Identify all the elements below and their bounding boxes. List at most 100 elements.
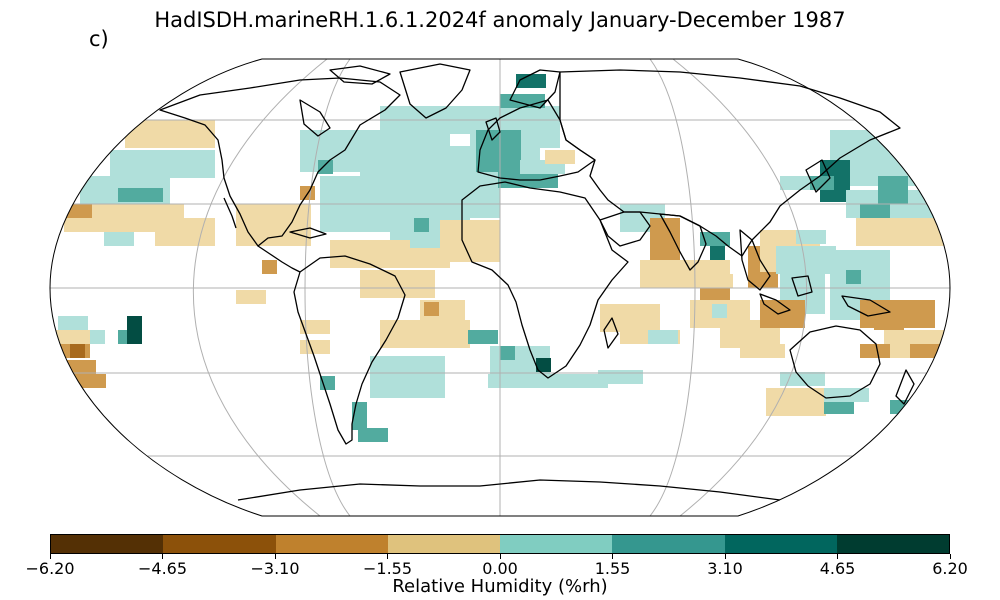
anomaly-cell [856, 232, 871, 246]
anomaly-cell [578, 374, 593, 388]
anomaly-cell [525, 146, 540, 160]
coast-new-guinea [841, 295, 891, 317]
anomaly-cell [810, 372, 825, 386]
anomaly-cell [824, 400, 839, 414]
anomaly-cell [485, 234, 500, 248]
anomaly-cell [300, 340, 315, 354]
anomaly-cell [795, 272, 810, 286]
anomaly-cell [415, 356, 430, 370]
anomaly-cell [846, 204, 861, 218]
anomaly-cell [860, 204, 875, 218]
anomaly-cell [81, 360, 96, 374]
anomaly-cell [410, 190, 425, 204]
anomaly-cell [748, 260, 763, 274]
anomaly-cell [400, 356, 415, 370]
anomaly-cell [430, 356, 445, 370]
anomaly-cell [251, 290, 266, 304]
anomaly-cell [110, 176, 125, 190]
anomaly-cell [665, 246, 680, 260]
anomaly-cell [365, 190, 380, 204]
anomaly-cell [155, 134, 170, 148]
anomaly-cell [500, 346, 515, 360]
coast-arctic-islands [329, 65, 391, 85]
anomaly-cell [140, 164, 155, 178]
anomaly-cell [620, 218, 635, 232]
anomaly-cell [470, 106, 485, 120]
anomaly-cell [690, 300, 705, 314]
anomaly-cell [155, 176, 170, 190]
anomaly-cell [806, 260, 821, 274]
coast-north-america [159, 77, 401, 247]
anomaly-cell [455, 176, 470, 190]
anomaly-cell [615, 304, 630, 318]
anomaly-cell [920, 172, 935, 186]
anomaly-cell [796, 402, 811, 416]
anomaly-cell [470, 204, 485, 218]
anomaly-cell [910, 344, 925, 358]
anomaly-cell [905, 144, 920, 158]
chart-title: HadISDH.marineRH.1.6.1.2024f anomaly Jan… [154, 8, 846, 32]
anomaly-cell [845, 250, 860, 264]
anomaly-cell [118, 188, 133, 202]
coast-india [659, 213, 707, 271]
anomaly-cell [64, 218, 79, 232]
anomaly-cell [901, 232, 916, 246]
anomaly-cell [860, 144, 875, 158]
anomaly-cell [335, 176, 350, 190]
anomaly-cell [440, 334, 455, 348]
anomaly-cell [548, 374, 563, 388]
anomaly-cell [155, 120, 170, 134]
anomaly-cell [440, 320, 455, 334]
anomaly-cell [320, 204, 335, 218]
anomaly-cell [155, 218, 170, 232]
anomaly-cell [395, 334, 410, 348]
anomaly-cell [420, 284, 435, 298]
anomaly-cell [520, 346, 535, 360]
anomaly-cell [900, 330, 915, 344]
colorbar-tick: −3.10 [245, 554, 305, 578]
anomaly-cell [410, 106, 425, 120]
anomaly-cell [390, 254, 405, 268]
anomaly-cell [94, 204, 109, 218]
anomaly-cell [154, 204, 169, 218]
anomaly-cell [185, 134, 200, 148]
anomaly-cell [373, 428, 388, 442]
anomaly-cell [360, 240, 375, 254]
anomaly-cell [630, 318, 645, 332]
anomaly-cell [405, 284, 420, 298]
anomaly-cell [395, 190, 410, 204]
anomaly-cell [760, 314, 775, 328]
anomaly-cell [776, 246, 791, 260]
anomaly-cell [450, 146, 465, 160]
anomaly-cell [905, 314, 920, 328]
colorbar-tick: −4.65 [133, 554, 193, 578]
anomaly-cell [365, 204, 380, 218]
anomaly-cell [830, 250, 845, 264]
anomaly-cell [648, 330, 663, 344]
anomaly-cell [79, 218, 94, 232]
anomaly-cell [620, 204, 635, 218]
panel-label: c) [89, 27, 109, 51]
anomaly-cell [281, 204, 296, 218]
anomaly-cell [703, 274, 718, 288]
anomaly-cell [770, 344, 785, 358]
anomaly-cell [410, 176, 425, 190]
anomaly-cell [350, 218, 365, 232]
anomaly-cell [470, 176, 485, 190]
anomaly-cell [563, 374, 578, 388]
anomaly-cell [66, 360, 81, 374]
anomaly-cell [440, 248, 455, 262]
anomaly-cell [665, 232, 680, 246]
anomaly-cell [839, 400, 854, 414]
anomaly-cell [830, 264, 845, 278]
anomaly-cell [414, 218, 429, 232]
anomaly-cell [906, 204, 921, 218]
colorbar-tick: 4.65 [808, 554, 868, 578]
anomaly-cell [665, 218, 680, 232]
anomaly-cell [300, 144, 315, 158]
anomaly-cell [125, 120, 140, 134]
anomaly-cell [58, 316, 73, 330]
anomaly-cell [125, 150, 140, 164]
anomaly-cell [775, 300, 790, 314]
anomaly-cell [916, 218, 931, 232]
